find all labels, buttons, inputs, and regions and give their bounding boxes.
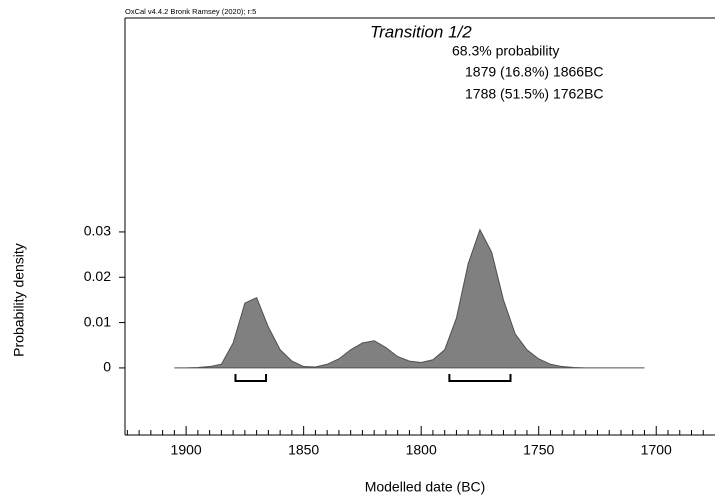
x-axis-label: Modelled date (BC) [365, 479, 486, 495]
y-tick-label: 0.02 [84, 268, 111, 284]
x-tick-label: 1700 [641, 442, 672, 458]
x-tick-label: 1800 [406, 442, 437, 458]
y-tick-label: 0 [103, 359, 111, 375]
x-tick-label: 1850 [288, 442, 319, 458]
range-label: 1788 (51.5%) 1762BC [465, 86, 604, 102]
y-tick-label: 0.03 [84, 223, 111, 239]
chart-title: Transition 1/2 [370, 22, 472, 41]
range-bracket [234, 374, 268, 382]
range-label: 1879 (16.8%) 1866BC [465, 64, 604, 80]
range-bracket [448, 374, 512, 382]
chart-header: OxCal v4.4.2 Bronk Ramsey (2020); r:5 [125, 7, 256, 16]
y-tick-label: 0.01 [84, 313, 111, 329]
x-tick-label: 1750 [523, 442, 554, 458]
x-tick-label: 1900 [171, 442, 202, 458]
density-area [174, 228, 645, 369]
probability-label: 68.3% probability [452, 43, 559, 59]
y-axis-label: Probability density [11, 243, 27, 357]
